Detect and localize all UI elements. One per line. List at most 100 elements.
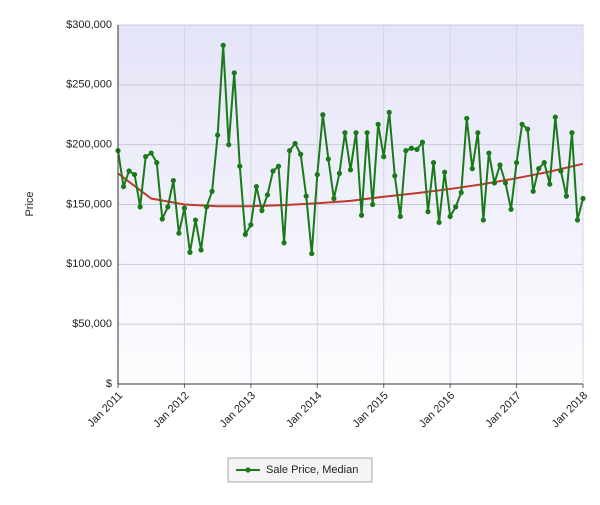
point: [497, 162, 503, 168]
point: [414, 146, 420, 153]
point: [353, 130, 359, 136]
point: [580, 195, 586, 202]
point: [547, 181, 553, 187]
point: [320, 112, 326, 118]
x-tick-label: Jan 2018: [550, 390, 590, 430]
point: [525, 126, 531, 132]
y-tick-label: $150,000: [66, 198, 112, 210]
point: [187, 249, 193, 255]
point: [397, 213, 403, 220]
legend-label: Sale Price, Median: [266, 464, 358, 476]
point: [552, 114, 558, 120]
point: [381, 154, 387, 160]
point: [386, 109, 392, 115]
point: [519, 121, 525, 127]
point: [292, 140, 298, 147]
point: [442, 169, 448, 175]
point: [375, 121, 381, 127]
point: [192, 217, 199, 223]
point: [347, 167, 354, 173]
x-tick-label: Jan 2016: [417, 390, 457, 430]
point: [120, 183, 127, 190]
y-tick-label: $: [106, 378, 112, 390]
point: [198, 247, 204, 253]
point: [419, 139, 426, 145]
point: [248, 222, 254, 228]
point: [253, 183, 259, 190]
point: [358, 212, 365, 218]
point: [370, 201, 376, 208]
point: [226, 142, 232, 148]
point: [425, 209, 431, 215]
point: [447, 213, 453, 220]
point: [275, 163, 282, 169]
y-tick-label: $100,000: [66, 258, 112, 270]
x-tick-label: Jan 2014: [284, 390, 324, 430]
point: [469, 166, 475, 172]
point: [242, 231, 248, 238]
point: [508, 206, 514, 212]
point: [303, 193, 309, 199]
point: [176, 230, 182, 236]
y-tick-label: $300,000: [66, 19, 112, 31]
point: [209, 188, 215, 194]
point: [486, 150, 492, 156]
point: [298, 151, 304, 157]
point: [491, 180, 498, 186]
point: [314, 171, 320, 178]
point: [403, 148, 409, 154]
point: [220, 42, 226, 48]
point: [170, 177, 176, 184]
point: [203, 204, 210, 210]
point: [475, 130, 481, 136]
point: [181, 205, 188, 211]
y-tick-label: $50,000: [72, 318, 112, 330]
x-tick-label: Jan 2013: [218, 390, 258, 430]
point: [480, 217, 486, 223]
x-tick-label: Jan 2012: [151, 390, 191, 430]
point: [309, 250, 315, 257]
point: [325, 156, 331, 162]
x-tick-label: Jan 2011: [85, 390, 125, 430]
point: [159, 216, 165, 222]
point: [569, 130, 575, 136]
point: [231, 70, 237, 76]
point: [281, 240, 287, 246]
point: [287, 148, 293, 154]
point: [331, 195, 337, 202]
point: [342, 130, 348, 136]
point: [215, 132, 221, 138]
point: [392, 173, 398, 179]
x-tick-label: Jan 2015: [350, 390, 390, 430]
point: [137, 204, 143, 210]
point: [541, 160, 547, 166]
point: [264, 192, 271, 198]
y-axis-title: Price: [24, 191, 36, 216]
y-tick-label: $200,000: [66, 139, 112, 151]
point: [408, 145, 414, 151]
point: [237, 163, 243, 169]
point: [132, 171, 138, 178]
legend-marker: [245, 467, 251, 473]
point: [436, 219, 442, 226]
point: [502, 180, 509, 186]
point: [270, 168, 276, 174]
point: [259, 207, 265, 214]
point: [336, 170, 343, 176]
point: [464, 115, 470, 121]
point: [165, 204, 171, 210]
point: [453, 204, 459, 210]
point: [530, 188, 536, 194]
point: [430, 160, 437, 166]
point: [558, 168, 564, 174]
point: [574, 217, 581, 223]
point: [126, 168, 132, 174]
point: [536, 166, 542, 172]
point: [364, 130, 370, 136]
point: [458, 189, 464, 196]
y-tick-label: $250,000: [66, 79, 112, 91]
point: [143, 154, 149, 160]
point: [154, 160, 160, 166]
point: [513, 160, 520, 166]
